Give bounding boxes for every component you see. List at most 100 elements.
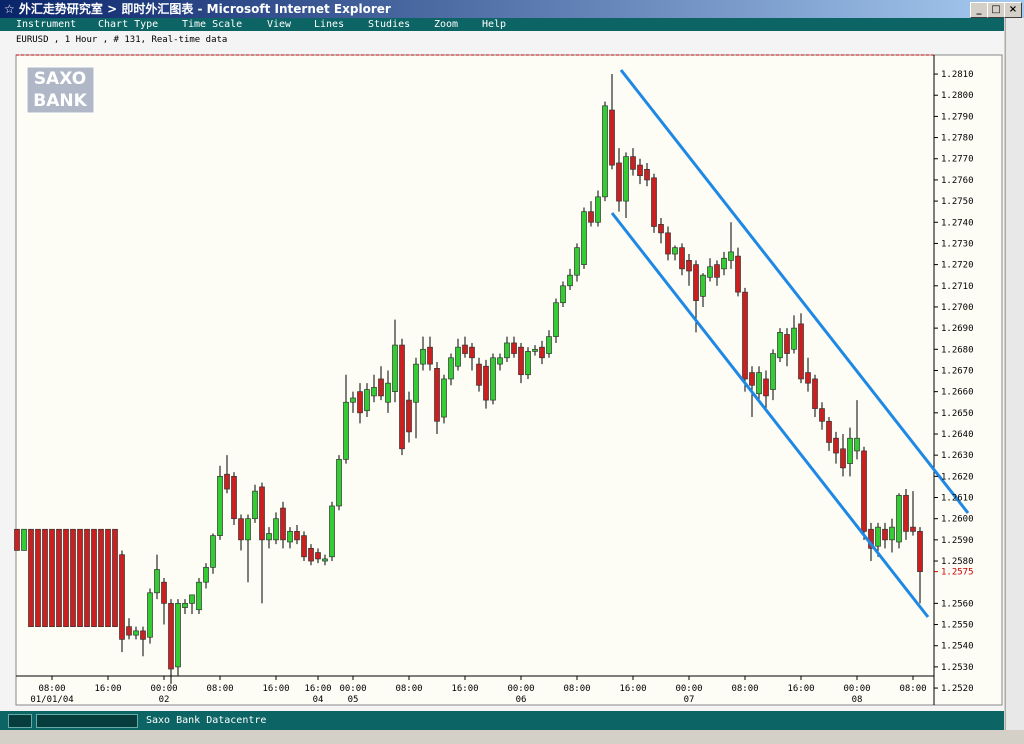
x-tick-label: 00:00 [150, 684, 177, 694]
menu-bar: Instrument Chart Type Time Scale View Lines S… [0, 18, 1004, 31]
y-tick-label: 1.2770 [941, 155, 974, 165]
candle-body [196, 581, 202, 611]
candle-body [812, 378, 818, 409]
x-tick-label: 16:00 [304, 684, 331, 694]
logo-text: SAXO [34, 69, 86, 89]
candle-body [224, 473, 230, 490]
candle-body [420, 348, 426, 365]
candle-body [889, 526, 895, 541]
y-tick-label: 1.2720 [941, 261, 974, 271]
candle-body [210, 535, 216, 568]
candle-body [798, 323, 804, 380]
logo-text: BANK [33, 91, 87, 111]
y-tick-label: 1.2520 [941, 684, 974, 694]
status-panel [36, 714, 138, 728]
candle-body [35, 528, 41, 628]
x-tick-label: 08:00 [563, 684, 590, 694]
candle-body [686, 260, 692, 272]
candle-body [525, 351, 531, 376]
menu-item[interactable]: Chart Type [98, 19, 159, 30]
menu-item[interactable]: Studies [368, 19, 411, 30]
candle-body [623, 156, 629, 202]
candle-body [770, 353, 776, 390]
status-icon[interactable] [8, 714, 32, 728]
candle-body [168, 603, 174, 670]
y-tick-label: 1.2740 [941, 218, 974, 228]
candle-body [707, 266, 713, 278]
y-tick-label: 1.2760 [941, 176, 974, 186]
candle-body [917, 531, 923, 572]
menu-item[interactable]: Zoom [434, 19, 459, 30]
y-tick-label: 1.2790 [941, 112, 974, 122]
candle-body [266, 533, 272, 541]
maximize-button[interactable]: □ [987, 2, 1005, 18]
candle-body [763, 378, 769, 397]
candle-body [322, 558, 328, 562]
x-date-label: 08 [852, 695, 863, 705]
menu-item[interactable]: Help [482, 19, 507, 30]
candle-body [672, 247, 678, 255]
candle-body [147, 592, 153, 638]
menu-item[interactable]: Lines [314, 19, 345, 30]
x-date-label: 06 [516, 695, 527, 705]
candle-body [756, 372, 762, 395]
scrollbar[interactable] [1005, 18, 1024, 730]
candle-body [273, 518, 279, 541]
candle-body [28, 528, 34, 628]
candle-body [406, 399, 412, 433]
close-button[interactable]: × [1004, 2, 1022, 18]
candle-body [630, 156, 636, 170]
candle-body [329, 505, 335, 558]
candle-body [308, 547, 314, 562]
candle-body [70, 528, 76, 628]
x-tick-label: 00:00 [507, 684, 534, 694]
y-tick-label: 1.2680 [941, 345, 974, 355]
x-date-label: 02 [159, 695, 170, 705]
candle-body [63, 528, 69, 628]
window-title: ☆ 外汇走势研究室 > 即时外汇图表 - Microsoft Internet … [4, 2, 391, 16]
menu-item[interactable]: View [267, 19, 292, 30]
x-tick-label: 08:00 [395, 684, 422, 694]
candle-body [91, 528, 97, 628]
candle-body [259, 486, 265, 541]
candle-body [105, 528, 111, 628]
candle-body [511, 342, 517, 354]
candle-body [840, 448, 846, 469]
y-tick-label: 1.2590 [941, 536, 974, 546]
candle-body [903, 495, 909, 532]
candle-body [476, 363, 482, 386]
y-tick-label: 1.2560 [941, 599, 974, 609]
x-date-label: 05 [348, 695, 359, 705]
candle-body [441, 378, 447, 418]
candle-body [658, 224, 664, 234]
candle-body [119, 554, 125, 640]
candle-body [616, 162, 622, 202]
candle-body [245, 518, 251, 541]
candle-body [546, 336, 552, 354]
y-tick-label: 1.2640 [941, 430, 974, 440]
candle-body [392, 344, 398, 392]
candle-body [791, 327, 797, 350]
menu-item[interactable]: Instrument [16, 19, 77, 30]
x-tick-label: 16:00 [262, 684, 289, 694]
candle-body [735, 255, 741, 293]
candle-body [56, 528, 62, 628]
candle-body [84, 528, 90, 628]
candle-body [413, 363, 419, 403]
menu-item[interactable]: Time Scale [182, 19, 243, 30]
minimize-button[interactable]: _ [970, 2, 988, 18]
x-date-label: 07 [684, 695, 695, 705]
candle-body [287, 531, 293, 543]
x-tick-label: 16:00 [94, 684, 121, 694]
candle-body [721, 257, 727, 270]
y-tick-label: 1.2600 [941, 515, 974, 525]
candle-body [777, 332, 783, 359]
y-tick-label: 1.2630 [941, 451, 974, 461]
candle-body [378, 378, 384, 397]
candle-body [357, 391, 363, 414]
candle-body [140, 630, 146, 640]
y-tick-label: 1.2690 [941, 324, 974, 334]
x-tick-label: 16:00 [619, 684, 646, 694]
y-tick-label: 1.2660 [941, 388, 974, 398]
